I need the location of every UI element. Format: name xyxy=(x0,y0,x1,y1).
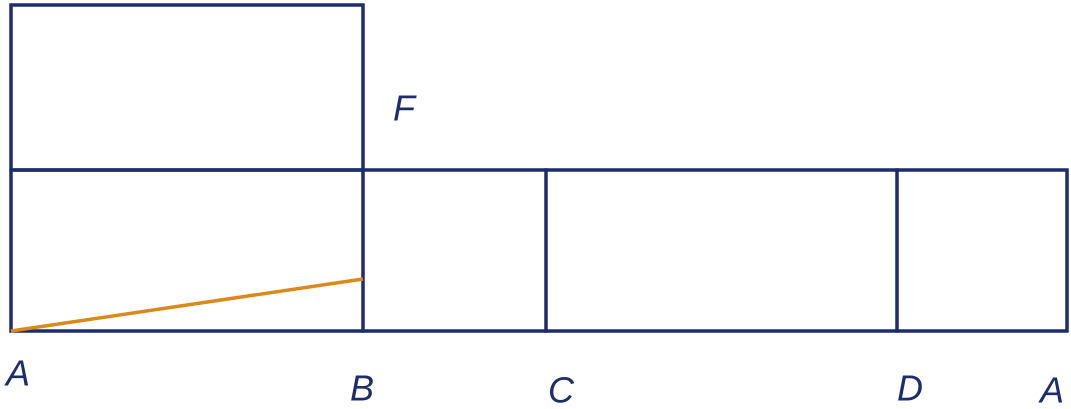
point-label: D xyxy=(897,368,923,409)
point-label: C xyxy=(548,370,575,409)
top-face xyxy=(9,3,365,172)
point-label: B xyxy=(350,368,374,409)
point-label: F xyxy=(393,88,417,129)
point-label: A xyxy=(4,353,30,394)
point-label: A xyxy=(1038,370,1064,409)
path-segment xyxy=(10,277,364,333)
side-strip xyxy=(9,168,1069,333)
